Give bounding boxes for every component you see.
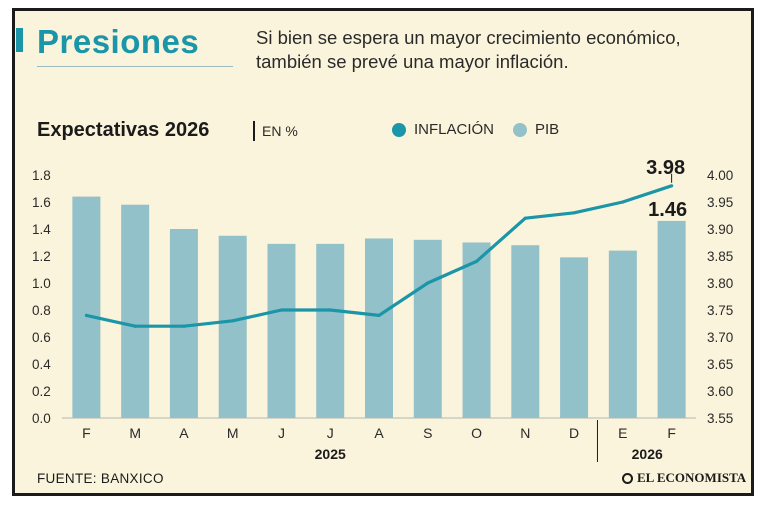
y-left-tick-label: 1.4 xyxy=(32,222,51,237)
y-right-tick-label: 3.75 xyxy=(707,303,733,318)
source-note: FUENTE: BANXICO xyxy=(37,471,164,486)
y-right-tick-label: 3.65 xyxy=(707,357,733,372)
inflacion-point xyxy=(133,324,137,328)
x-tick-label: A xyxy=(374,425,384,441)
x-tick-label: M xyxy=(129,425,141,441)
pib-bar xyxy=(608,250,637,418)
inflacion-point xyxy=(670,184,674,188)
year-label: 2026 xyxy=(632,446,663,462)
year-label: 2025 xyxy=(315,446,346,462)
brand-circle-icon xyxy=(622,472,633,484)
y-right-tick-label: 4.00 xyxy=(707,168,733,183)
pib-bar xyxy=(316,243,345,418)
x-tick-label: J xyxy=(278,425,285,441)
pib-bar xyxy=(560,257,589,418)
legend-inflacion-dot-icon xyxy=(392,122,406,137)
y-left-tick-label: 0.2 xyxy=(32,384,51,399)
x-tick-label: N xyxy=(520,425,530,441)
subtitle-line-1: Si bien se espera un mayor crecimiento e… xyxy=(256,27,681,48)
pib-bar xyxy=(511,245,540,418)
y-left-tick-label: 0.0 xyxy=(32,411,51,426)
pib-bar xyxy=(218,235,247,418)
inflacion-point xyxy=(279,308,284,312)
pib-bar xyxy=(169,229,198,418)
pib-last-value-label: 1.46 xyxy=(648,199,687,221)
y-right-tick-label: 3.90 xyxy=(707,222,733,237)
y-right-tick-label: 3.95 xyxy=(707,195,733,210)
legend-inflacion: INFLACIÓN xyxy=(392,121,494,138)
y-left-tick-label: 0.6 xyxy=(32,330,51,345)
y-left-tick-label: 1.2 xyxy=(32,249,51,264)
x-tick-label: F xyxy=(82,425,91,441)
inflacion-point xyxy=(182,324,186,328)
inflacion-point xyxy=(523,216,527,220)
brand-name: EL ECONOMISTA xyxy=(637,470,747,485)
y-right-tick-label: 3.85 xyxy=(707,249,733,264)
legend-pib-dot-icon xyxy=(513,122,527,137)
legend-pib-label: PIB xyxy=(535,121,560,138)
pib-bar xyxy=(72,196,101,418)
pib-bar xyxy=(413,239,442,418)
subtitle-line-2: también se prevé una mayor inflación. xyxy=(256,51,569,72)
y-right-tick-label: 3.70 xyxy=(707,330,733,345)
x-tick-label: D xyxy=(569,425,579,441)
title-underline xyxy=(37,66,233,67)
inflacion-point xyxy=(84,313,88,317)
pib-bar xyxy=(121,204,150,418)
x-tick-label: O xyxy=(471,425,482,441)
x-tick-label: F xyxy=(667,425,676,441)
x-tick-label: J xyxy=(327,425,334,441)
y-right-tick-label: 3.55 xyxy=(707,411,733,426)
inflacion-point xyxy=(328,308,332,312)
x-tick-label: S xyxy=(423,425,432,441)
y-right-tick-label: 3.80 xyxy=(707,276,733,291)
subtitle: Si bien se espera un mayor crecimiento e… xyxy=(256,26,736,74)
pib-bar xyxy=(267,243,296,418)
y-right-tick-label: 3.60 xyxy=(707,384,733,399)
inflacion-last-value-label: 3.98 xyxy=(646,157,685,179)
legend-pib: PIB xyxy=(513,121,559,138)
y-left-tick-label: 0.4 xyxy=(32,357,51,372)
inflacion-point xyxy=(377,313,381,317)
chart-title: Expectativas 2026 xyxy=(37,119,210,141)
title-accent-bar xyxy=(16,28,23,52)
inflacion-point xyxy=(474,259,479,263)
chart-unit: EN % xyxy=(262,123,298,139)
y-left-tick-label: 0.8 xyxy=(32,303,51,318)
pib-bar xyxy=(365,238,393,418)
y-left-tick-label: 1.8 xyxy=(32,168,51,183)
pib-bar xyxy=(462,242,491,418)
inflacion-point xyxy=(572,211,576,215)
y-left-tick-label: 1.6 xyxy=(32,195,51,210)
inflacion-point xyxy=(621,200,625,204)
x-tick-label: M xyxy=(227,425,239,441)
chart-title-separator xyxy=(253,121,255,141)
brand-logo: EL ECONOMISTA xyxy=(622,470,746,486)
x-tick-label: A xyxy=(179,425,189,441)
inflacion-point xyxy=(231,319,235,323)
y-left-tick-label: 1.0 xyxy=(32,276,51,291)
page-title: Presiones xyxy=(37,23,200,60)
x-tick-label: E xyxy=(618,425,627,441)
inflacion-point xyxy=(426,281,430,285)
legend-inflacion-label: INFLACIÓN xyxy=(414,121,495,138)
pib-bar xyxy=(657,220,686,418)
